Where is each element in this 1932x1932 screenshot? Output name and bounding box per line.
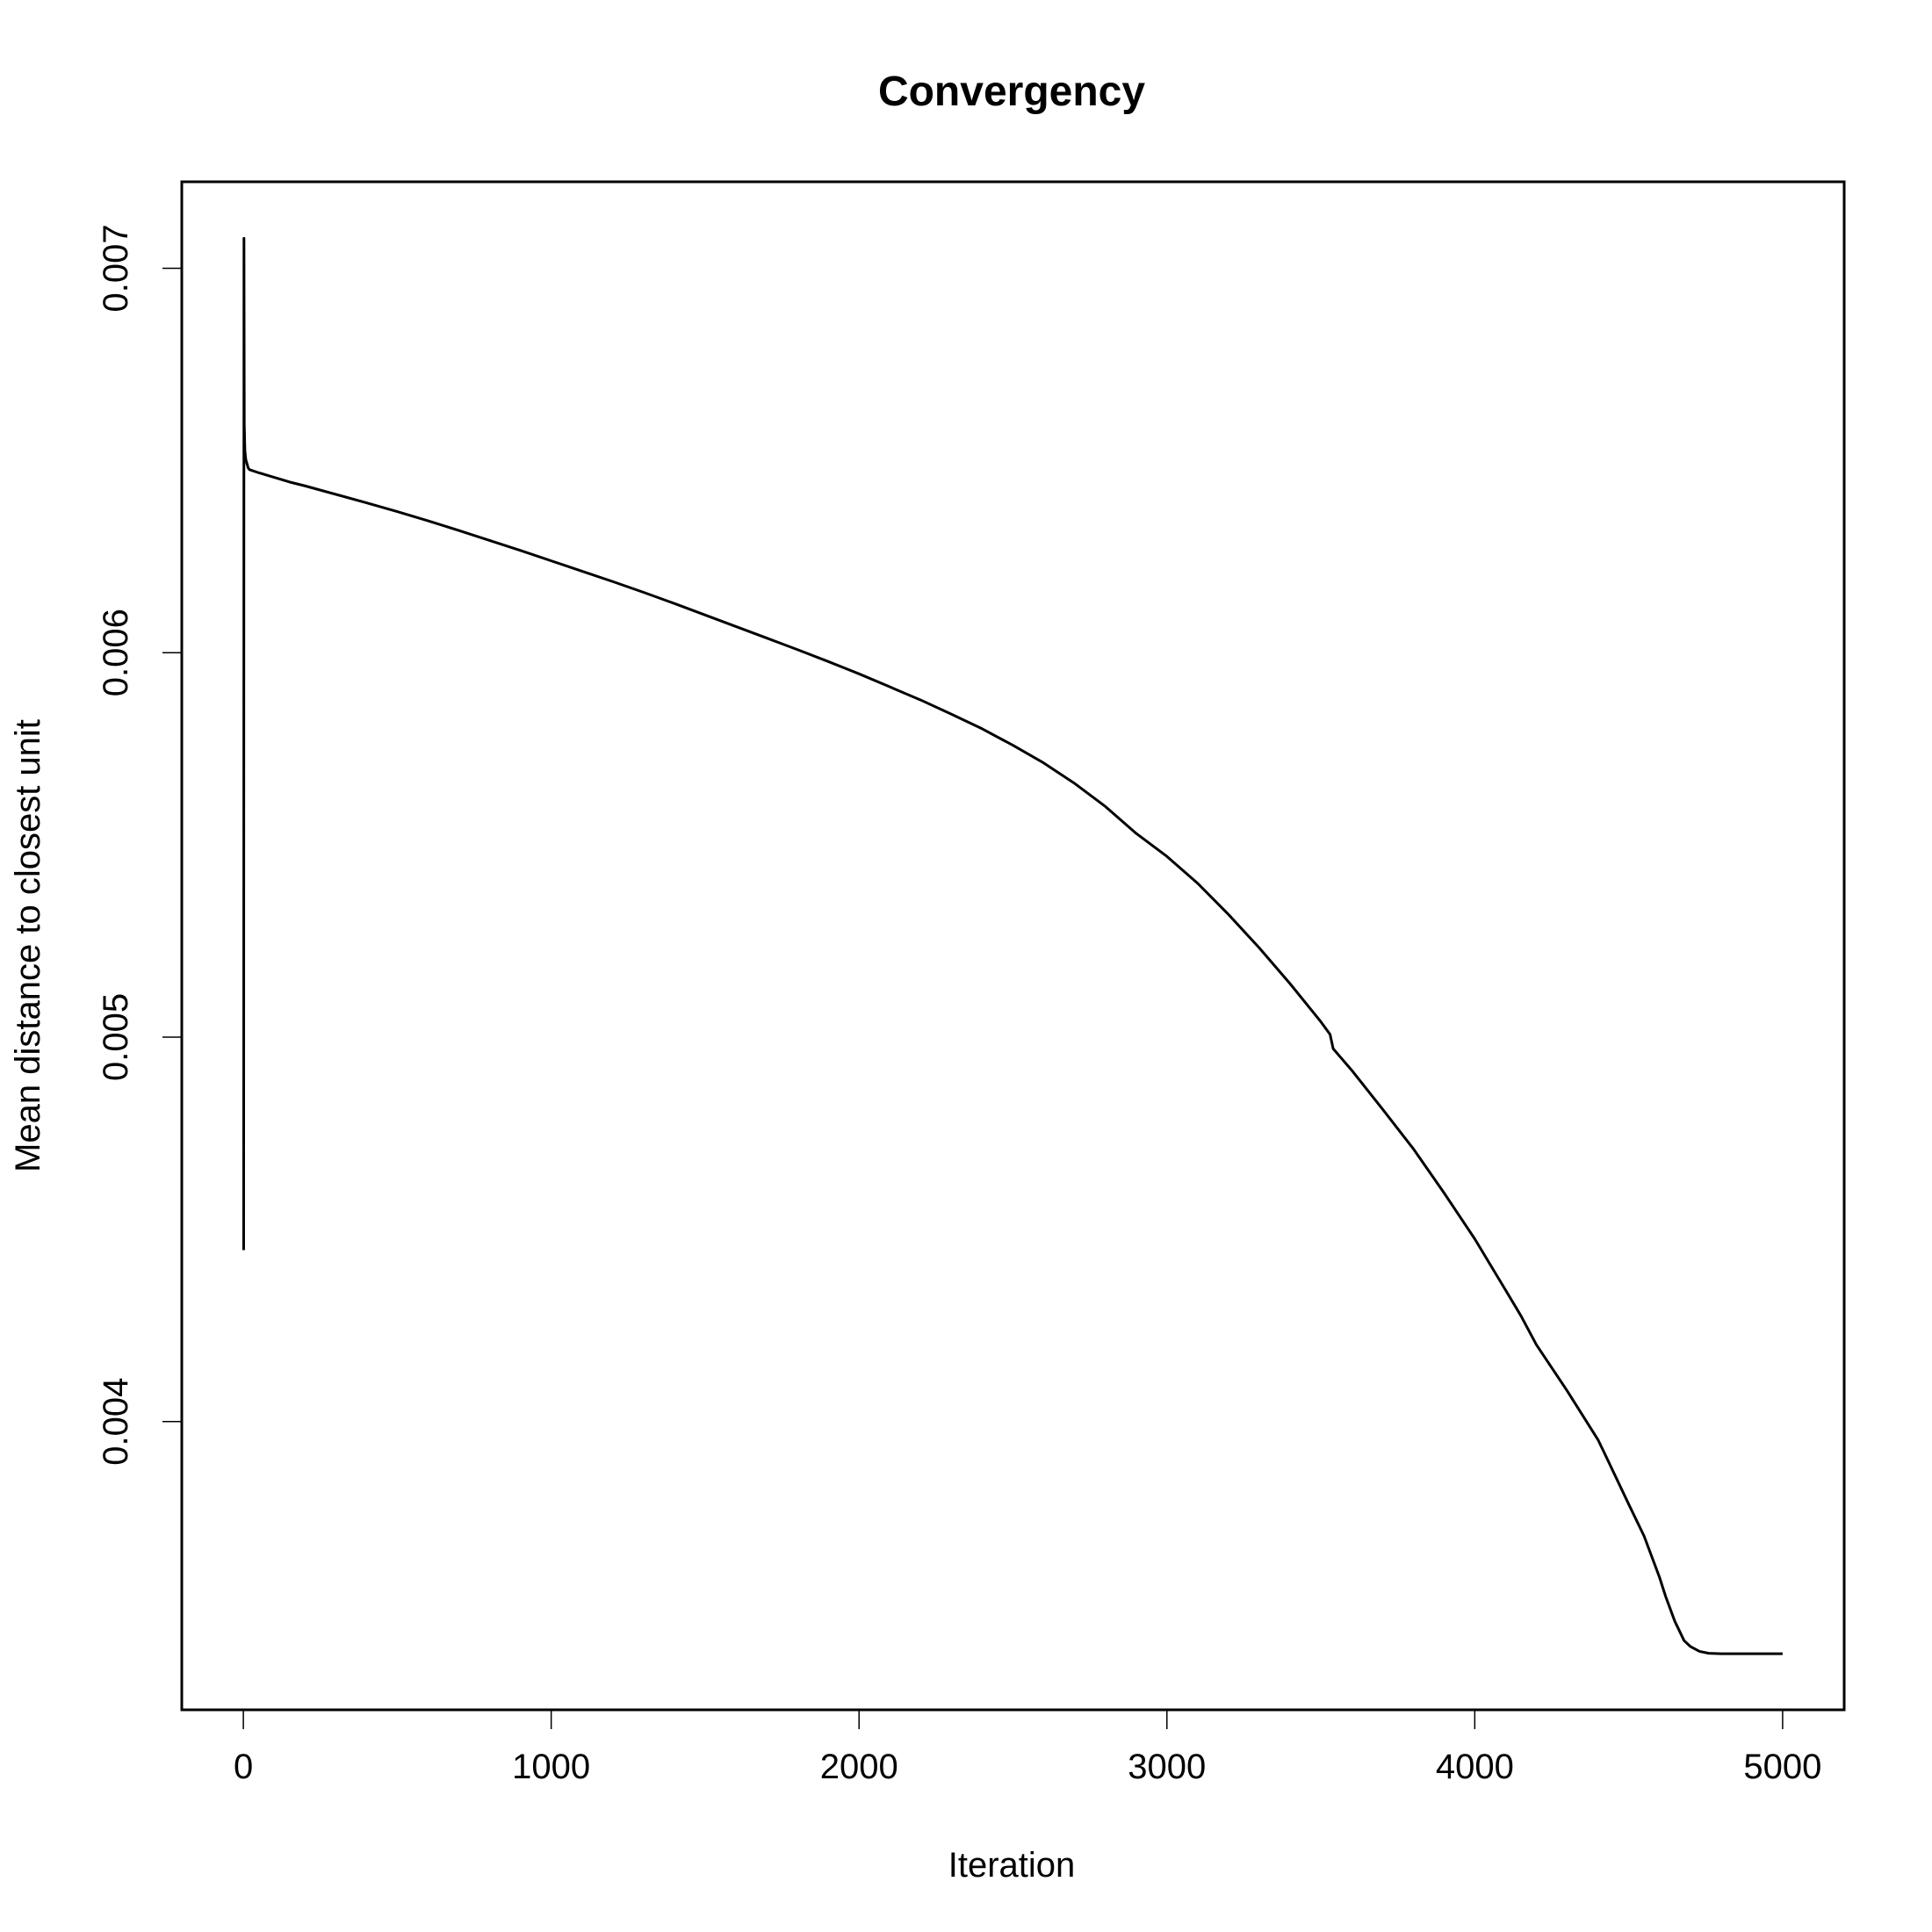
plot-area bbox=[242, 236, 1783, 1655]
y-tick-label: 0.006 bbox=[97, 609, 135, 696]
x-tick-label: 0 bbox=[234, 1748, 253, 1786]
y-axis: 0.004 0.005 0.006 0.007 bbox=[97, 224, 182, 1466]
x-tick-label: 1000 bbox=[512, 1748, 590, 1786]
y-tick-label: 0.004 bbox=[97, 1378, 135, 1466]
chart-title: Convergency bbox=[878, 68, 1145, 115]
x-axis-label: Iteration bbox=[948, 1846, 1076, 1885]
y-tick-label: 0.007 bbox=[97, 224, 135, 312]
x-axis: 0 1000 2000 3000 4000 5000 bbox=[234, 1710, 1821, 1786]
x-tick-label: 4000 bbox=[1436, 1748, 1514, 1786]
y-axis-label: Mean distance to closest unit bbox=[9, 719, 47, 1172]
series-line bbox=[242, 236, 1783, 1655]
x-tick-label: 3000 bbox=[1128, 1748, 1206, 1786]
y-tick-label: 0.005 bbox=[97, 993, 135, 1081]
plot-frame bbox=[180, 180, 1846, 1712]
x-tick-label: 5000 bbox=[1743, 1748, 1821, 1786]
x-tick-label: 2000 bbox=[820, 1748, 898, 1786]
